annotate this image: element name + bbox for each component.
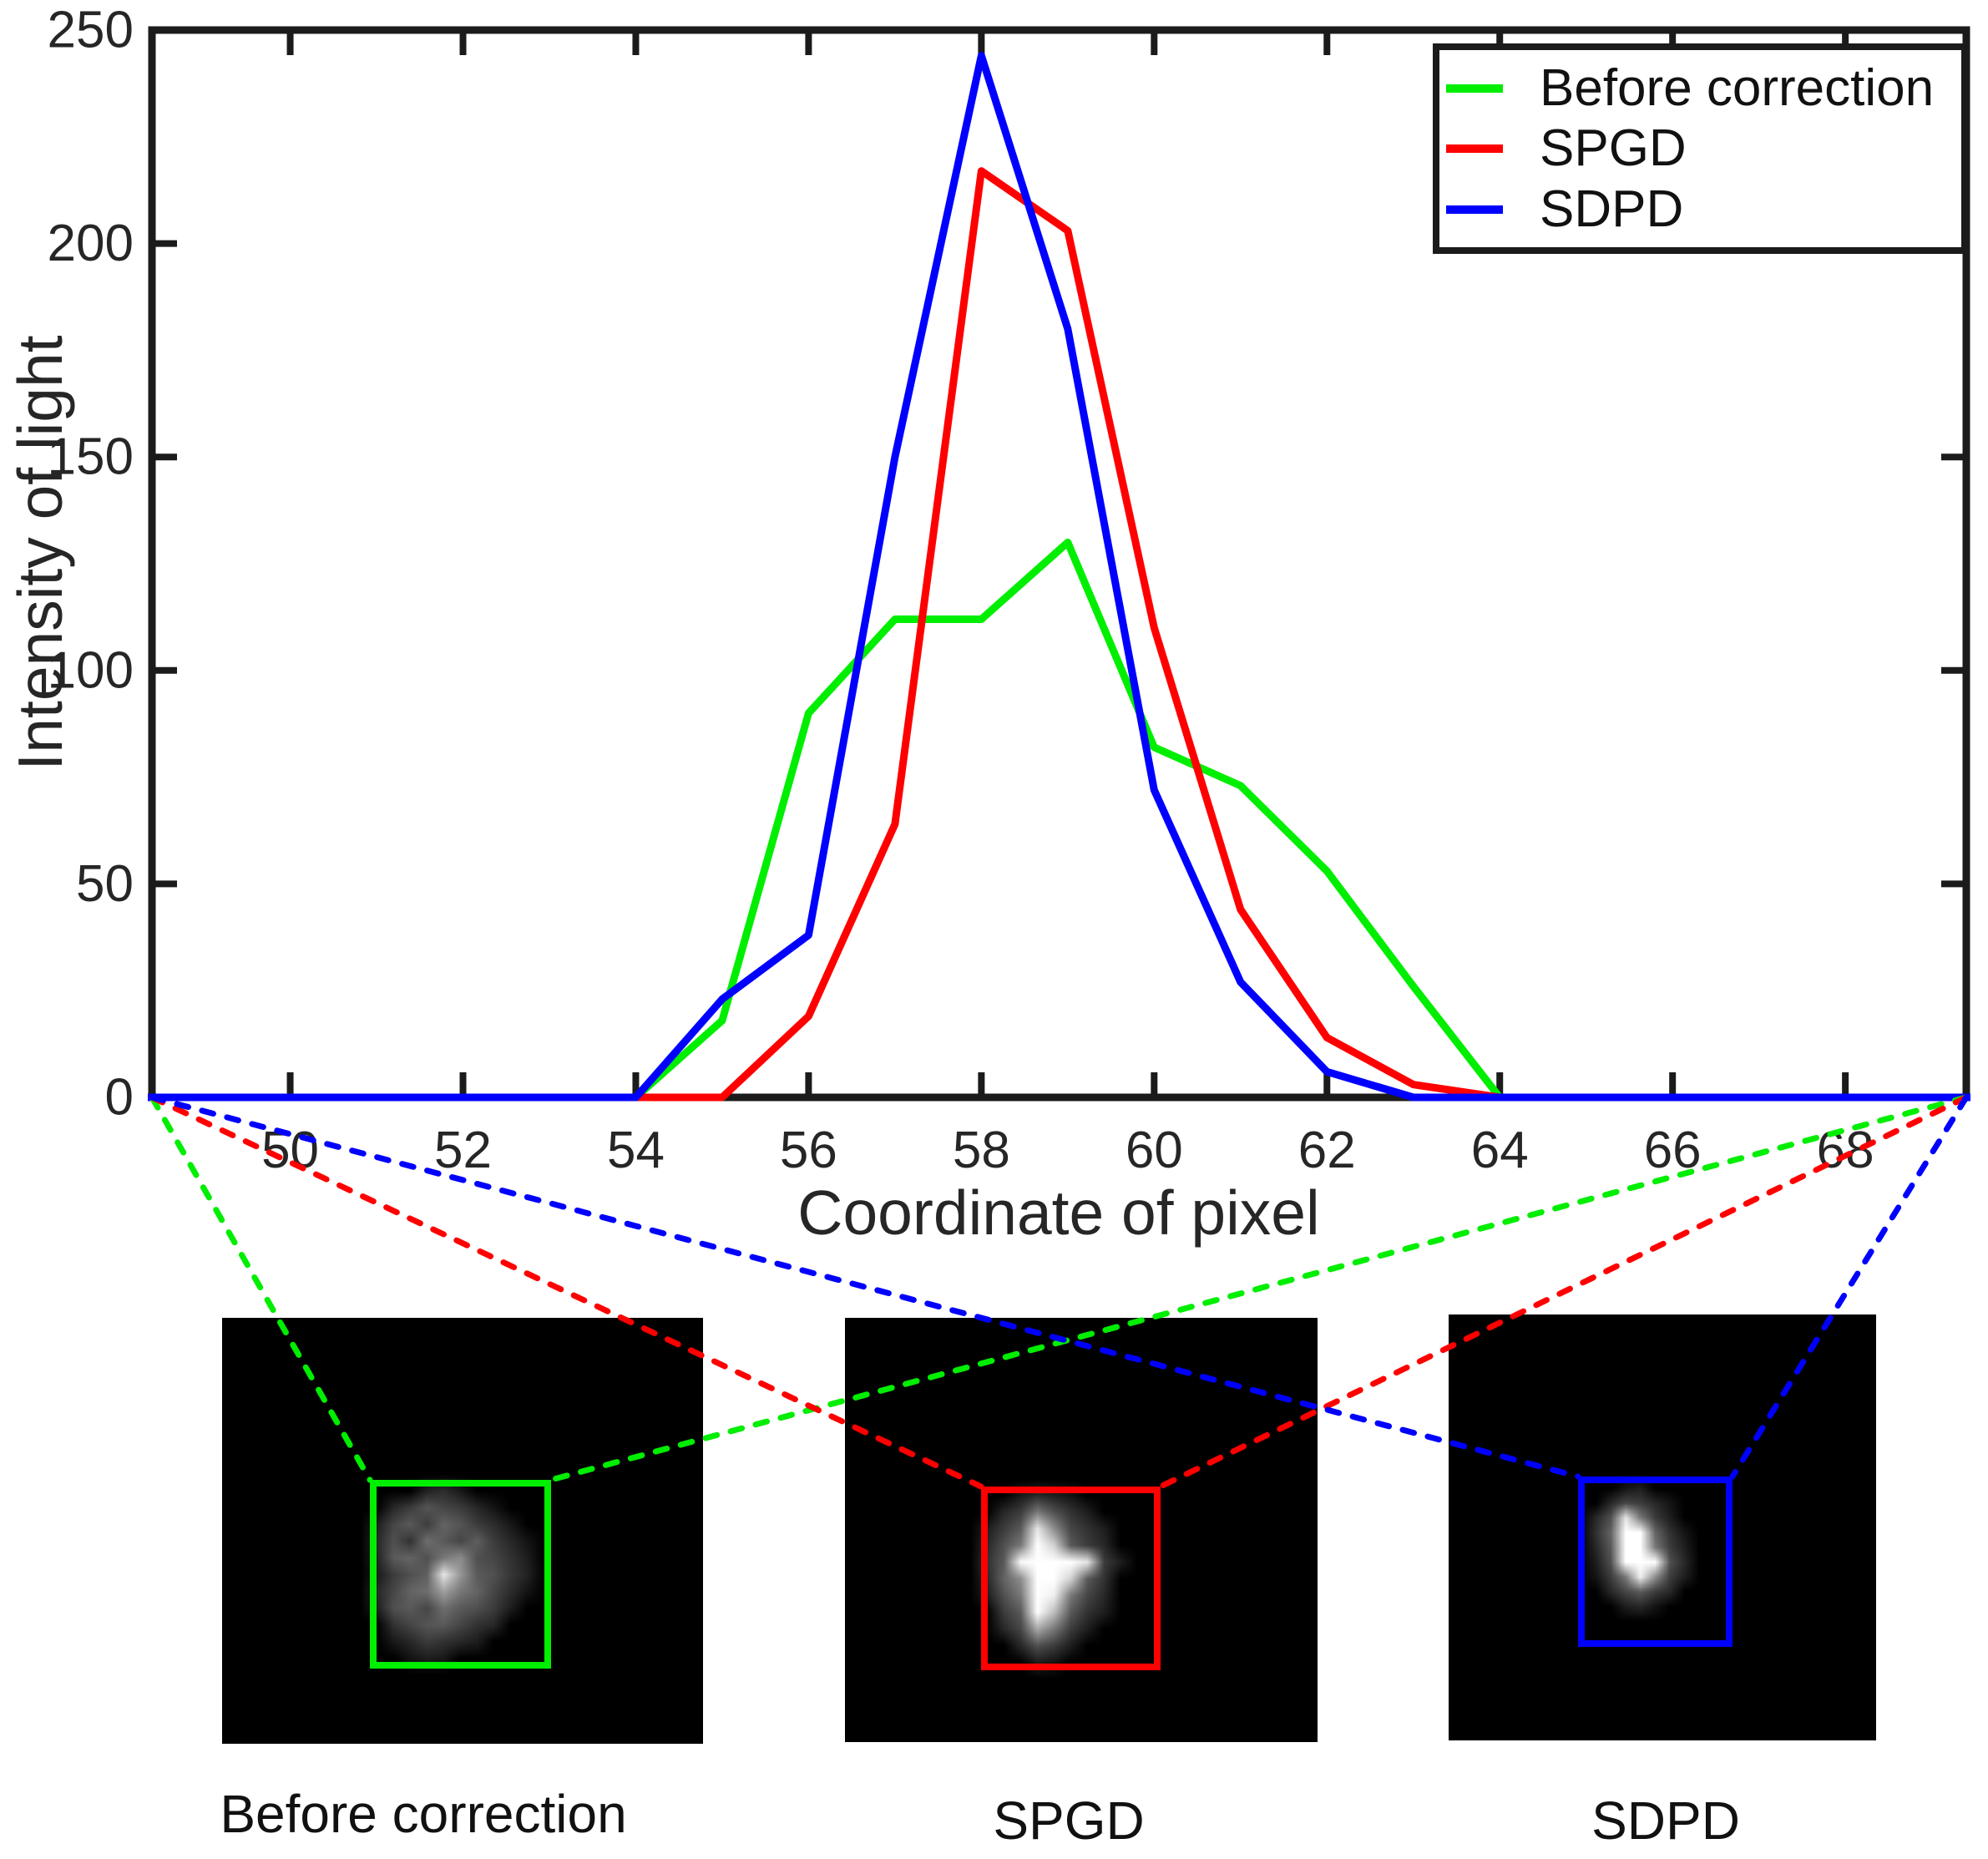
y-tick-label: 0 — [105, 1069, 134, 1127]
legend-line-sample-green — [1446, 84, 1503, 93]
caption-sdpd: SDPD — [1591, 1791, 1740, 1851]
speckle-blob-spgd — [962, 1470, 1179, 1687]
legend-line-sample-blue — [1446, 205, 1503, 214]
curve-spgd — [148, 167, 1970, 1102]
legend: Before correction SPGD SDPD — [1433, 43, 1968, 254]
legend-item-sdpd: SDPD — [1446, 180, 1961, 238]
legend-item-before-correction: Before correction — [1446, 58, 1961, 117]
x-tick-label: 62 — [1298, 1122, 1356, 1179]
legend-item-spgd: SPGD — [1446, 123, 1961, 175]
x-tick-label: 50 — [261, 1122, 319, 1179]
x-axis-label: Coordinate of pixel — [797, 1178, 1320, 1248]
x-tick-label: 54 — [607, 1122, 665, 1179]
legend-label: Before correction — [1540, 58, 1935, 117]
roi-box-spgd — [981, 1487, 1161, 1670]
roi-box-before-correction — [370, 1480, 551, 1669]
speckle-blob-before-correction — [352, 1466, 569, 1683]
speckle-blob-sdpd — [1559, 1466, 1751, 1658]
x-tick-label: 52 — [434, 1122, 492, 1179]
legend-line-sample-red — [1446, 144, 1503, 153]
y-tick-label: 200 — [48, 215, 134, 272]
roi-box-sdpd — [1578, 1477, 1733, 1647]
x-tick-label: 68 — [1817, 1122, 1874, 1179]
legend-label: SPGD — [1540, 119, 1687, 177]
x-tick-label: 60 — [1126, 1122, 1183, 1179]
x-tick-label: 64 — [1471, 1122, 1529, 1179]
x-tick-label: 58 — [953, 1122, 1010, 1179]
y-tick-label: 250 — [48, 2, 134, 59]
x-tick-label: 56 — [780, 1122, 837, 1179]
y-tick-label: 50 — [76, 855, 134, 913]
curve-before-correction — [148, 538, 1970, 1102]
y-axis-label: Intensity of light — [5, 335, 75, 771]
caption-spgd: SPGD — [993, 1791, 1145, 1851]
x-tick-label: 66 — [1644, 1122, 1702, 1179]
caption-before-correction: Before correction — [220, 1784, 627, 1844]
legend-label: SDPD — [1540, 180, 1684, 238]
